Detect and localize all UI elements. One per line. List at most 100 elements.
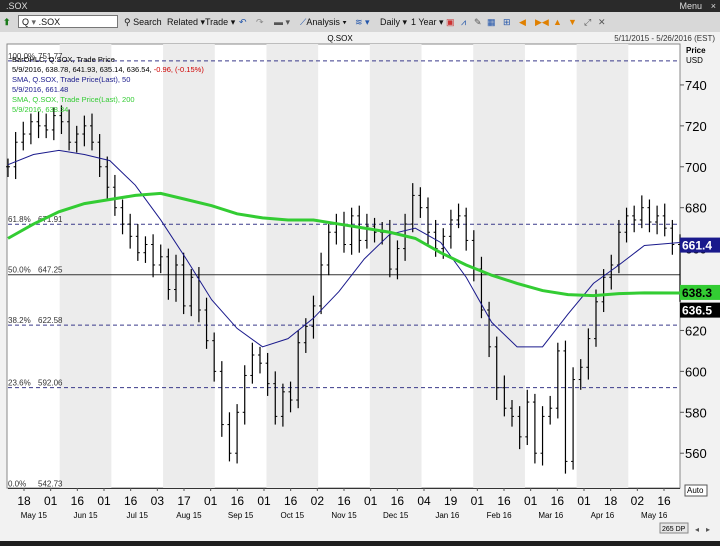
search-button[interactable]: ⚲ Search [124,17,162,27]
fib-value: 647.25 [38,266,63,275]
range-button[interactable]: 1 Year ▾ [411,17,444,27]
settings-icon[interactable]: ✕ [598,17,606,27]
x-tick-label: 18 [17,494,31,508]
toolbar: ⬆ Q ▾ .SOX ⚲ Search Related ▾ Trade ▾ ↶ … [0,12,720,33]
x-tick-label: 16 [497,494,511,508]
price-flag [680,284,720,300]
month-stripe [576,44,629,488]
month-stripe [369,44,422,488]
draw-icon[interactable]: ✎ [474,17,482,27]
x-tick-label: 02 [631,494,645,508]
chart-area: 100.0% 751.77 61.8% 671.91 50.0% 647.25 38.2% 6… [0,32,720,541]
price-axis-unit: USD [686,56,703,65]
trade-button[interactable]: Trade ▾ [205,17,236,27]
x-tick-label: 16 [231,494,245,508]
expand-icon[interactable]: ⤢ [584,17,592,27]
date-range: 5/11/2015 - 5/26/2016 (EST) [614,34,715,43]
menu-button[interactable]: Menu [679,1,702,11]
fib-percent: 38.2% [8,316,31,325]
undo-icon[interactable]: ↶ [239,17,247,27]
month-label: Sep 15 [228,511,254,520]
x-tick-label: 19 [444,494,458,508]
symbol-input[interactable]: Q ▾ .SOX [18,15,118,28]
days-box[interactable] [659,522,689,534]
symbol-value: .SOX [38,17,61,27]
fib-value: 542.73 [38,480,63,489]
analysis-icon: ⟋ [300,17,307,27]
chart-type-icon[interactable]: ▣ [446,17,455,27]
sma-line [7,149,681,348]
price-flag-label: 661.4 [682,239,712,253]
month-label: Feb 16 [487,511,512,520]
price-axis-label: Price [686,46,706,55]
price-flag [680,237,720,253]
y-tick-label: 580 [685,405,707,420]
month-label: Oct 15 [281,511,305,520]
legend-line: SMA, Q.SOX, Trade Price(Last), 50 [12,75,130,84]
folder-icon[interactable]: ▬ ▾ [274,17,291,27]
month-label: Aug 15 [176,511,202,520]
x-tick-label: 01 [364,494,378,508]
legend-line: SMA, Q.SOX, Trade Price(Last), 200 [12,95,135,104]
fib-percent: 23.6% [8,379,31,388]
interval-button[interactable]: Daily ▾ [380,17,408,27]
month-stripe [163,44,215,488]
x-tick-label: 17 [177,494,191,508]
zoom-out-icon[interactable]: ▼ [568,17,577,27]
x-tick-label: 16 [124,494,138,508]
legend-line: 5/9/2016, 661.48 [12,85,68,94]
legend-line: BarOHLC, Q.SOX, Trade Price [12,55,115,64]
y-tick-label: 600 [685,364,707,379]
month-label: Mar 16 [538,511,563,520]
x-tick-label: 01 [44,494,58,508]
sma-line [7,191,681,298]
fib-percent: 100.0% [8,52,35,61]
analysis-button[interactable]: ⟋Analysis ▾ [300,17,347,27]
auto-scale-label: Auto [687,486,704,495]
redo-icon[interactable]: ↷ [256,17,264,27]
x-tick-label: 01 [257,494,271,508]
month-label: Jul 15 [127,511,149,520]
scroll-left-icon[interactable]: ◀ [519,17,526,27]
fib-percent: 61.8% [8,215,31,224]
x-tick-label: 16 [657,494,671,508]
x-tick-label: 16 [337,494,351,508]
x-tick-label: 03 [151,494,165,508]
month-stripe [266,44,319,488]
x-tick-label: 18 [604,494,618,508]
zoom-box-icon[interactable]: ⊞ [503,17,511,27]
x-tick-label: 01 [577,494,591,508]
window-title: .SOX [6,1,28,11]
month-label: May 16 [641,511,668,520]
close-button[interactable]: × [710,1,716,11]
fib-value: 592.06 [38,379,63,388]
x-tick-label: 04 [417,494,431,508]
scroll-left-icon[interactable]: ◂ [695,525,699,534]
x-tick-label: 16 [71,494,85,508]
x-tick-label: 01 [471,494,485,508]
price-chart[interactable]: 100.0% 751.77 61.8% 671.91 50.0% 647.25 38.2% 6… [0,32,720,541]
x-tick-label: 01 [204,494,218,508]
x-tick-label: 02 [311,494,325,508]
related-button[interactable]: Related ▾ [167,17,206,27]
month-label: Apr 16 [591,511,615,520]
pan-icon[interactable]: ▶◀ [535,17,549,27]
zoom-in-icon[interactable]: ▲ [553,17,562,27]
fib-percent: 0.0% [8,480,26,489]
line-chart-icon[interactable]: ⩘ [461,17,467,27]
scroll-right-icon[interactable]: ▸ [706,525,710,534]
x-tick-label: 16 [284,494,298,508]
month-label: Jan 16 [435,511,460,520]
legend-change: -0.96, (-0.15%) [154,65,205,74]
studies-icon[interactable]: ≋ ▾ [355,17,370,27]
symbol-prefix: Q [22,17,30,27]
grid-icon[interactable]: ▦ [487,17,496,27]
month-label: May 15 [21,511,48,520]
y-tick-label: 700 [685,160,707,175]
x-tick-label: 16 [391,494,405,508]
fib-percent: 50.0% [8,266,31,275]
month-label: Nov 15 [331,511,357,520]
fib-value: 671.91 [38,215,63,224]
up-arrow-icon[interactable]: ⬆ [3,17,11,27]
auto-scale-button[interactable] [684,484,708,497]
